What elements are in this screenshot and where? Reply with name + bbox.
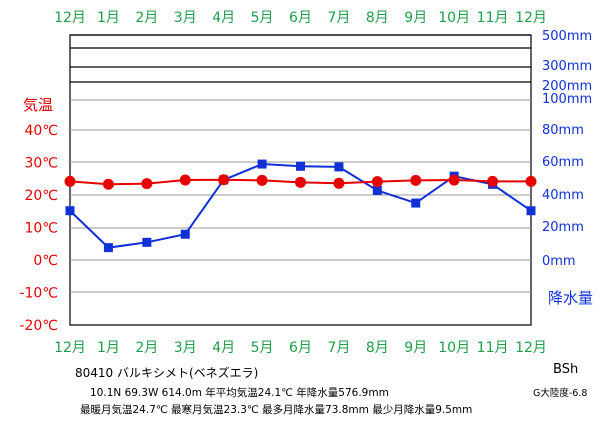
grid [69, 34, 532, 326]
month-label-top: 5月 [251, 10, 274, 26]
month-label-bottom: 8月 [366, 340, 389, 356]
precipitation-tick-label: 300mm [542, 59, 592, 74]
top-month-axis: 12月 1月 2月 3月 4月 5月 6月 7月 8月 9月 10月 11月 12月 [54, 10, 547, 26]
temperature-axis: 気温 40℃ 30℃ 20℃ 10℃ 0℃ -10℃ -20℃ [19, 96, 58, 334]
temperature-point [256, 174, 268, 186]
station-info-line1: 10.1N 69.3W 614.0m 年平均気温24.1℃ 年降水量576.9m… [90, 387, 389, 399]
precipitation-point [296, 161, 305, 171]
precipitation-point [180, 229, 190, 239]
precipitation-point [65, 206, 75, 216]
precipitation-tick-label: 80mm [542, 123, 584, 138]
precipitation-point [334, 162, 344, 172]
temperature-point [410, 174, 422, 186]
precipitation-tick-label: 60mm [542, 155, 584, 170]
month-label-top: 1月 [97, 10, 120, 26]
temperature-axis-title: 気温 [23, 96, 53, 114]
month-label-top: 3月 [174, 10, 197, 26]
temperature-tick-label: 10℃ [24, 221, 58, 237]
temperature-tick-label: -20℃ [19, 318, 58, 334]
temperature-point [448, 174, 460, 186]
bottom-month-axis: 12月 1月 2月 3月 4月 5月 6月 7月 8月 9月 10月 11月 12月 [54, 340, 547, 356]
month-label-bottom: 7月 [327, 340, 350, 356]
month-label-bottom: 10月 [438, 340, 470, 356]
month-label-top: 12月 [54, 10, 86, 26]
month-label-top: 10月 [438, 10, 470, 26]
temperature-series [64, 174, 537, 190]
temperature-point [295, 176, 306, 188]
precipitation-point [103, 243, 113, 253]
precipitation-point [411, 198, 421, 208]
precipitation-tick-label: 20mm [542, 220, 584, 235]
month-label-top: 6月 [289, 10, 312, 26]
month-label-bottom: 9月 [404, 340, 427, 356]
month-label-bottom: 12月 [515, 340, 547, 356]
month-label-top: 11月 [477, 10, 509, 26]
month-label-top: 9月 [404, 10, 427, 26]
precipitation-axis-title: 降水量 [548, 289, 593, 307]
temperature-tick-label: 40℃ [24, 123, 58, 139]
month-label-top: 8月 [366, 10, 389, 26]
month-label-bottom: 5月 [251, 340, 274, 356]
month-label-top: 4月 [212, 10, 235, 26]
precipitation-point [372, 185, 382, 195]
precipitation-tick-label: 100mm [542, 92, 592, 107]
month-label-bottom: 11月 [477, 340, 509, 356]
station-name: 80410 バルキシメト(ベネズエラ) [75, 366, 259, 380]
temperature-tick-label: 20℃ [24, 188, 58, 204]
month-label-bottom: 4月 [212, 340, 235, 356]
month-label-bottom: 1月 [97, 340, 120, 356]
climate-descriptor: G大陸度-6.8 [533, 388, 588, 399]
month-label-top: 12月 [515, 10, 547, 26]
month-label-bottom: 6月 [289, 340, 312, 356]
precipitation-tick-label: 40mm [542, 188, 584, 203]
temperature-point [102, 178, 114, 190]
precipitation-series [65, 159, 536, 253]
temperature-point [218, 174, 230, 186]
temperature-point [525, 175, 537, 187]
temperature-point [371, 176, 383, 188]
precipitation-tick-label: 500mm [542, 29, 592, 44]
precipitation-point [526, 206, 536, 216]
month-label-top: 7月 [327, 10, 350, 26]
temperature-tick-label: 0℃ [33, 253, 58, 269]
temperature-point [179, 174, 191, 186]
temperature-point [64, 175, 76, 187]
month-label-bottom: 3月 [174, 340, 197, 356]
station-info-line2: 最暖月気温24.7℃ 最寒月気温23.3℃ 最多月降水量73.8mm 最少月降水… [80, 404, 473, 416]
temperature-tick-label: 30℃ [24, 156, 58, 172]
month-label-bottom: 2月 [135, 340, 158, 356]
temperature-point [487, 175, 499, 187]
precipitation-point [142, 237, 152, 247]
month-label-bottom: 12月 [54, 340, 86, 356]
precipitation-point [257, 159, 267, 169]
precipitation-line [69, 163, 532, 249]
precipitation-tick-label: 200mm [542, 79, 592, 94]
temperature-point [333, 177, 345, 189]
temperature-point [141, 178, 153, 190]
temperature-tick-label: -10℃ [19, 286, 58, 302]
month-label-top: 2月 [135, 10, 158, 26]
precipitation-tick-label: 0mm [542, 254, 576, 269]
climate-code: BSh [553, 362, 579, 377]
